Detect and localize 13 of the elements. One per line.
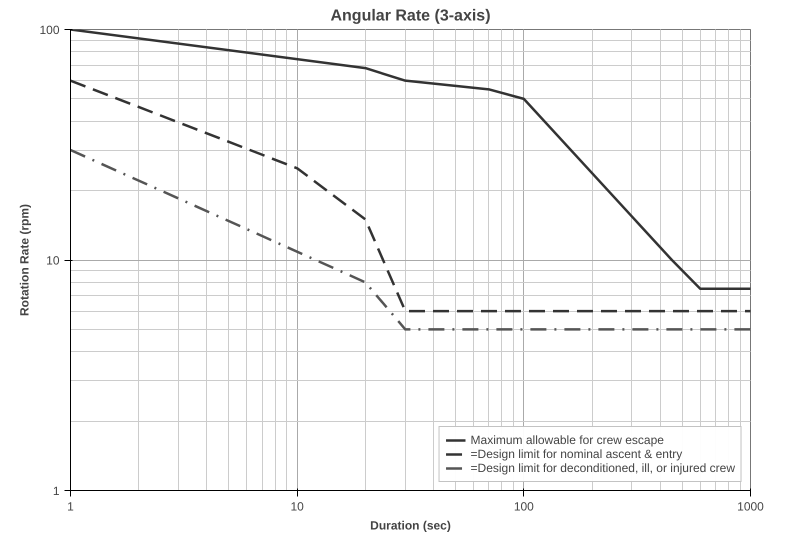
x-tick-label: 1 bbox=[67, 500, 74, 514]
x-tick-label: 10 bbox=[290, 500, 304, 514]
legend-label: =Design limit for nominal ascent & entry bbox=[470, 447, 682, 461]
x-tick-label: 1000 bbox=[737, 500, 764, 514]
y-tick-label: 100 bbox=[39, 23, 60, 37]
x-tick-label: 100 bbox=[514, 500, 534, 514]
y-tick-label: 10 bbox=[46, 254, 60, 268]
y-axis-title: Rotation Rate (rpm) bbox=[17, 204, 32, 316]
legend-label: =Design limit for deconditioned, ill, or injured crew bbox=[470, 461, 735, 475]
chart-title: Angular Rate (3-axis) bbox=[330, 8, 491, 24]
y-tick-label: 1 bbox=[52, 484, 60, 498]
x-axis-title: Duration (sec) bbox=[370, 518, 451, 532]
legend-label: Maximum allowable for crew escape bbox=[470, 433, 664, 447]
